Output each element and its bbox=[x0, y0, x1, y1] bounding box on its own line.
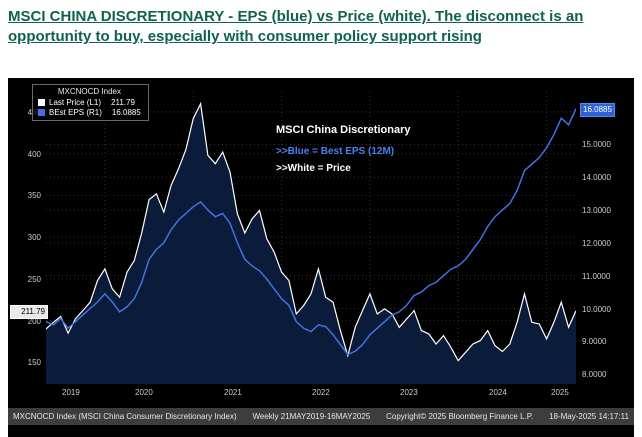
legend-price-value: 211.79 bbox=[111, 98, 135, 107]
x-axis-tick: 2022 bbox=[312, 388, 330, 397]
y-axis-left-tick: 150 bbox=[27, 358, 41, 367]
eps-line bbox=[46, 108, 576, 356]
legend-title: MXCNOCD Index bbox=[57, 87, 121, 96]
y-axis-right-tick: 15.0000 bbox=[582, 140, 611, 149]
legend-eps-label: BEst EPS (R1) bbox=[49, 108, 102, 117]
last-eps-badge: 16.0885 bbox=[580, 103, 615, 117]
x-axis-tick: 2023 bbox=[400, 388, 418, 397]
y-axis-left-tick: 300 bbox=[27, 233, 41, 242]
y-axis-right: 16.000015.000014.000013.000012.000011.00… bbox=[579, 92, 634, 384]
y-axis-right-tick: 12.0000 bbox=[582, 239, 611, 248]
chart-panel: MXCNOCD Index Last Price (L1) 211.79 BEs… bbox=[8, 78, 634, 437]
legend-item-eps: BEst EPS (R1) 16.0885 bbox=[38, 108, 141, 117]
x-axis-tick: 2024 bbox=[489, 388, 507, 397]
y-axis-left-tick: 250 bbox=[27, 275, 41, 284]
legend-eps-value: 16.0885 bbox=[111, 108, 141, 117]
x-axis-tick: 2019 bbox=[62, 388, 80, 397]
footer-index-name: MXCNOCD Index (MSCI China Consumer Discr… bbox=[13, 412, 237, 421]
y-axis-right-tick: 13.0000 bbox=[582, 206, 611, 215]
y-axis-right-tick: 10.0000 bbox=[582, 305, 611, 314]
y-axis-right-tick: 8.0000 bbox=[582, 370, 607, 379]
annotation-price-line: >>White = Price bbox=[276, 163, 351, 174]
chart-footer-bar: MXCNOCD Index (MSCI China Consumer Discr… bbox=[8, 408, 634, 425]
footer-datetime: 18-May-2025 14:17:11 bbox=[549, 412, 629, 421]
y-axis-left-tick: 350 bbox=[27, 191, 41, 200]
eps-swatch-icon bbox=[38, 109, 45, 116]
y-axis-left-tick: 400 bbox=[27, 150, 41, 159]
chart-legend: MXCNOCD Index Last Price (L1) 211.79 BEs… bbox=[32, 84, 149, 121]
headline-text: MSCI CHINA DISCRETIONARY - EPS (blue) vs… bbox=[8, 8, 584, 46]
y-axis-right-tick: 14.0000 bbox=[582, 173, 611, 182]
annotation-eps-line: >>Blue = Best EPS (12M) bbox=[276, 146, 395, 157]
y-axis-right-tick: 9.0000 bbox=[582, 337, 607, 346]
plot-area bbox=[46, 92, 576, 384]
chart-annotation: MSCI China Discretionary >>Blue = Best E… bbox=[276, 124, 410, 174]
x-axis-tick: 2020 bbox=[135, 388, 153, 397]
y-axis-left: 450400350300250200150 bbox=[8, 92, 43, 384]
price-area-fill bbox=[46, 103, 576, 384]
x-axis: 2019 2020 2021 2022 2023 2024 2025 bbox=[46, 386, 576, 400]
last-price-badge: 211.79 bbox=[10, 305, 48, 319]
x-axis-tick: 2025 bbox=[551, 388, 569, 397]
footer-periodicity: Weekly 21MAY2019-16MAY2025 bbox=[252, 412, 371, 421]
legend-price-label: Last Price (L1) bbox=[49, 98, 102, 107]
price-line bbox=[46, 101, 576, 362]
y-axis-left-tick: 200 bbox=[27, 317, 41, 326]
y-axis-right-tick: 11.0000 bbox=[582, 272, 611, 281]
annotation-title: MSCI China Discretionary bbox=[276, 124, 411, 136]
price-eps-chart bbox=[46, 92, 576, 384]
x-axis-tick: 2021 bbox=[224, 388, 242, 397]
price-swatch-icon bbox=[38, 99, 45, 106]
footer-copyright: Copyright© 2025 Bloomberg Finance L.P. bbox=[386, 412, 534, 421]
legend-item-price: Last Price (L1) 211.79 bbox=[38, 98, 141, 107]
